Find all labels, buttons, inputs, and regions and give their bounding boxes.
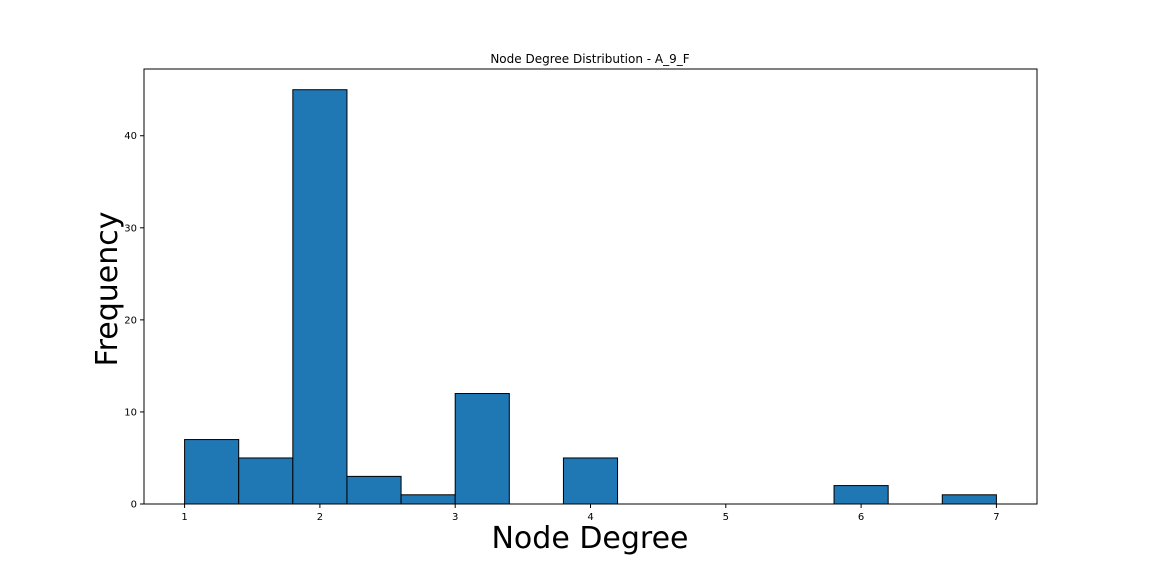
x-tick-label: 4 (587, 512, 593, 523)
chart-title: Node Degree Distribution - A_9_F (490, 52, 689, 66)
y-tick-label: 0 (131, 500, 137, 511)
x-tick-label: 3 (452, 512, 458, 523)
x-axis: 1 2 3 4 5 6 7 (181, 504, 1000, 523)
histogram-bar (238, 457, 294, 505)
histogram-bar (400, 494, 456, 505)
bars-group (184, 89, 997, 505)
x-tick-label: 1 (181, 512, 187, 523)
y-axis-label: Frequency (90, 212, 125, 367)
y-axis: 0 10 20 30 40 (124, 131, 144, 511)
y-tick-label: 10 (124, 407, 137, 418)
histogram-bar (454, 393, 510, 505)
histogram-bar (346, 475, 402, 505)
y-tick-label: 30 (124, 223, 137, 234)
plot-area-frame (143, 68, 1038, 505)
x-axis-label: Node Degree (491, 521, 688, 556)
y-tick-label: 20 (124, 315, 137, 326)
histogram-bar (184, 439, 240, 505)
x-tick-label: 6 (858, 512, 864, 523)
x-tick-label: 7 (993, 512, 999, 523)
x-tick-label: 5 (723, 512, 729, 523)
histogram-bar (292, 89, 348, 505)
x-tick-label: 2 (317, 512, 323, 523)
histogram-bar (833, 485, 889, 505)
histogram-bar (941, 494, 997, 505)
y-tick-label: 40 (124, 131, 137, 142)
histogram-bar (562, 457, 619, 505)
